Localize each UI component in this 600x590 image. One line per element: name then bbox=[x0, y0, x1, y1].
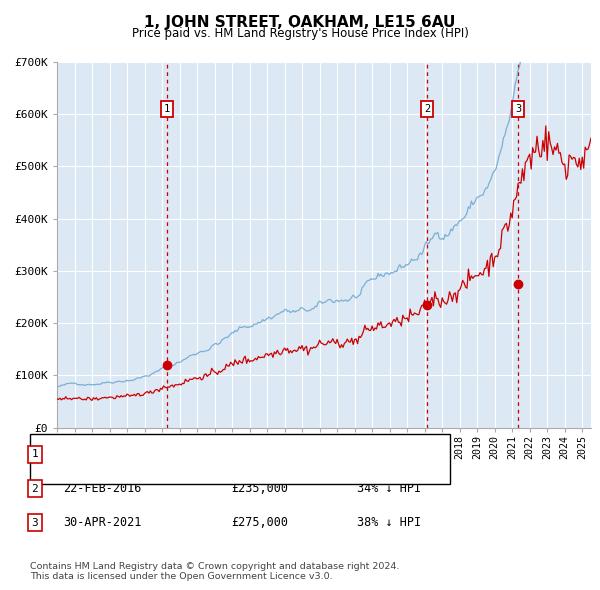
Text: 2: 2 bbox=[424, 104, 430, 114]
Text: 1, JOHN STREET, OAKHAM, LE15 6AU: 1, JOHN STREET, OAKHAM, LE15 6AU bbox=[145, 15, 455, 30]
Text: 1: 1 bbox=[164, 104, 170, 114]
Text: 3: 3 bbox=[31, 518, 38, 527]
Text: HPI: Average price, detached house, Rutland: HPI: Average price, detached house, Rutl… bbox=[81, 461, 325, 471]
Text: 3: 3 bbox=[515, 104, 521, 114]
Text: 1: 1 bbox=[31, 450, 38, 459]
Text: 20% ↓ HPI: 20% ↓ HPI bbox=[357, 448, 421, 461]
Text: Price paid vs. HM Land Registry's House Price Index (HPI): Price paid vs. HM Land Registry's House … bbox=[131, 27, 469, 40]
Text: Contains HM Land Registry data © Crown copyright and database right 2024.
This d: Contains HM Land Registry data © Crown c… bbox=[30, 562, 400, 581]
Text: 1, JOHN STREET, OAKHAM, LE15 6AU (detached house): 1, JOHN STREET, OAKHAM, LE15 6AU (detach… bbox=[81, 442, 383, 451]
Text: 34% ↓ HPI: 34% ↓ HPI bbox=[357, 482, 421, 495]
Text: £120,000: £120,000 bbox=[231, 448, 288, 461]
Text: 22-FEB-2016: 22-FEB-2016 bbox=[63, 482, 142, 495]
Text: 38% ↓ HPI: 38% ↓ HPI bbox=[357, 516, 421, 529]
Text: 20-APR-2001: 20-APR-2001 bbox=[63, 448, 142, 461]
Text: £275,000: £275,000 bbox=[231, 516, 288, 529]
Text: 2: 2 bbox=[31, 484, 38, 493]
Text: 30-APR-2021: 30-APR-2021 bbox=[63, 516, 142, 529]
Text: £235,000: £235,000 bbox=[231, 482, 288, 495]
